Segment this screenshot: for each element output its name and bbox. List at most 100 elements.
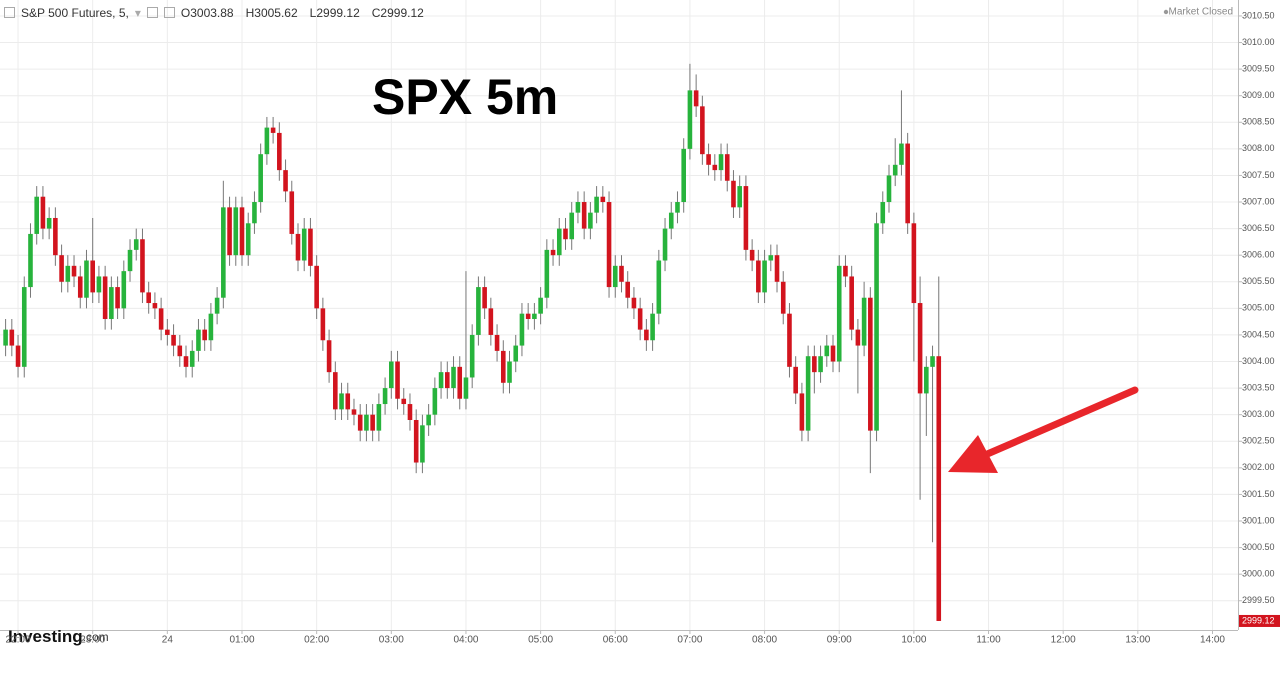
candle-body <box>165 329 170 335</box>
candle-body <box>749 249 755 261</box>
x-tick-label: 09:00 <box>827 635 852 646</box>
candle-body <box>426 414 431 426</box>
candle-body <box>3 329 8 346</box>
candle-body <box>581 202 587 229</box>
x-tick-label: 08:00 <box>752 635 777 646</box>
candle-body <box>743 186 749 250</box>
y-tick-label: 3006.00 <box>1242 250 1275 260</box>
candle-body <box>469 334 475 378</box>
candle-body <box>917 303 923 394</box>
y-tick-label: 2999.50 <box>1242 595 1275 605</box>
candle-body <box>874 223 879 431</box>
logo-name: Investing <box>8 627 83 646</box>
candle-body <box>177 345 183 357</box>
ohlc-field: H3005.62 <box>246 6 304 20</box>
candle-body <box>333 372 338 410</box>
candle-body <box>451 366 456 389</box>
candle-body <box>619 265 624 282</box>
arrow-shaft <box>981 386 1139 459</box>
candle-body <box>668 212 674 229</box>
candle-body <box>880 202 886 224</box>
ohlc-fields: O3003.88 H3005.62 L2999.12 C2999.12 <box>181 6 436 20</box>
x-tick-label: 22:00 <box>6 635 31 646</box>
candle-body <box>855 329 861 346</box>
candle-body <box>28 233 33 288</box>
candle-body <box>899 143 904 165</box>
y-tick-label: 3000.50 <box>1242 542 1275 552</box>
candle-body <box>644 329 649 341</box>
x-tick-label: 05:00 <box>528 635 553 646</box>
candle-body <box>59 255 64 282</box>
x-tick-label: 24 <box>162 635 174 646</box>
candle-body <box>15 345 21 367</box>
y-tick-label: 3010.50 <box>1242 10 1275 20</box>
candle-body <box>196 329 201 351</box>
x-tick-label: 11:00 <box>976 635 1001 646</box>
candle-body <box>40 196 46 229</box>
y-tick-label: 3005.00 <box>1242 303 1275 313</box>
candle-body <box>357 414 363 431</box>
candle-body <box>289 191 295 234</box>
ohlc-field: L2999.12 <box>310 6 366 20</box>
candle-body <box>401 398 407 405</box>
y-tick-label: 3005.50 <box>1242 276 1275 286</box>
candle-body <box>208 313 214 341</box>
candle-body <box>712 164 718 171</box>
candle-body <box>84 260 89 298</box>
candle-body <box>395 361 400 399</box>
close-icon <box>163 7 175 18</box>
candle-body <box>214 297 220 314</box>
dropdown-icon: ▾ <box>134 6 141 20</box>
x-tick-label: 04:00 <box>453 635 478 646</box>
candle-body <box>650 313 655 341</box>
candle-body <box>724 154 730 181</box>
candle-body <box>494 334 500 351</box>
field-key: L <box>309 6 317 20</box>
candle-body <box>563 228 568 240</box>
field-key: H <box>245 6 255 20</box>
y-tick-label: 3004.00 <box>1242 356 1275 366</box>
y-tick-label: 3002.00 <box>1242 462 1275 472</box>
candle-body <box>127 249 133 272</box>
candle-body <box>270 127 276 133</box>
candle-body <box>121 271 127 309</box>
candle-body <box>936 356 942 621</box>
candle-body <box>65 265 71 282</box>
candle-body <box>77 276 83 298</box>
candle-body <box>370 414 375 431</box>
x-tick-label: 14:00 <box>1200 635 1225 646</box>
y-tick-label: 3003.00 <box>1242 409 1275 419</box>
x-tick-label: 01:00 <box>229 635 254 646</box>
candle-body <box>158 308 164 330</box>
field-value: 2999.12 <box>316 6 360 20</box>
y-tick-label: 3002.50 <box>1242 436 1275 446</box>
candle-body <box>544 249 550 298</box>
candle-body <box>824 345 830 357</box>
candle-body <box>532 313 537 319</box>
candle-body <box>183 356 189 367</box>
settings-icon <box>146 7 158 18</box>
y-tick-label: 3003.50 <box>1242 382 1275 392</box>
candle-body <box>233 207 239 256</box>
candle-body <box>320 308 326 341</box>
ohlc-field: C2999.12 <box>372 6 430 20</box>
candle-body <box>731 180 736 208</box>
candle-body <box>189 350 195 367</box>
candle-body <box>326 340 332 373</box>
candle-body <box>519 313 525 346</box>
candle-body <box>301 228 307 261</box>
candle-body <box>818 356 823 373</box>
candle-body <box>513 345 519 362</box>
symbol: S&P 500 Futures, 5, <box>21 6 129 20</box>
header: S&P 500 Futures, 5, ▾ O3003.88 H3005.62 L299… <box>4 6 442 20</box>
candle-body <box>488 308 494 335</box>
candle-body <box>295 233 301 261</box>
ohlc-field: O3003.88 <box>181 6 240 20</box>
candle-body <box>612 265 618 288</box>
candle-body <box>53 217 58 256</box>
candle-body <box>656 260 662 314</box>
candle-body <box>687 90 693 149</box>
candle-body <box>905 143 910 224</box>
